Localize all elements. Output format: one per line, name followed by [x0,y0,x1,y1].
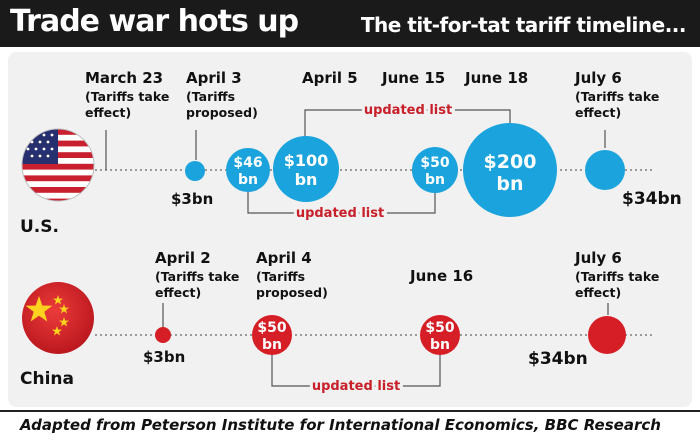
us-bubble-46bn [226,148,270,192]
us-date-label: June 15 [381,69,445,87]
header-bar: Trade war hots up The tit-for-tat tariff… [0,0,700,47]
us-update-connector-top [304,109,511,137]
china-amount-label: $3bn [143,348,185,366]
us-updated-list-label-top: updated list [364,103,452,118]
us-date-label: April 3 [186,69,242,87]
us-amount-label: $46 [233,155,262,171]
china-event-note: effect) [155,285,201,300]
china-date-label: June 16 [409,267,473,285]
us-event-note: (Tariffs [186,89,235,104]
us-event-note: effect) [85,105,131,120]
china-bubble-50bn-april [252,315,292,355]
us-bubble-100bn [273,136,339,202]
china-updated-list-label: updated list [312,379,400,394]
us-event-ticks [105,130,606,170]
us-amount-label: bn [238,172,258,188]
china-event-note: effect) [575,285,621,300]
us-event-note: effect) [575,105,621,120]
us-event-note: (Tariffs take [85,89,169,104]
us-tariff-bubbles [185,123,625,217]
china-bubble-50bn-june [420,315,460,355]
china-amount-label: $34bn [528,349,588,369]
us-flag-icon [21,128,95,202]
us-bubble-34bn [585,150,625,190]
tariff-timeline-diagram: U.S. China updated list updated list upd… [20,69,682,394]
us-updated-list-label-bottom: updated list [296,206,384,221]
china-event-note: (Tariffs [256,269,305,284]
china-event-note: proposed) [256,285,328,300]
china-tariff-bubbles [155,315,626,355]
us-update-connector-bottom [247,187,436,214]
us-amount-label: bn [496,173,523,195]
us-event-note: (Tariffs take [575,89,659,104]
china-bubble-3bn [155,327,171,343]
us-amount-label: $200 [484,151,537,173]
china-amount-label: bn [262,337,282,353]
us-date-label: June 18 [464,69,528,87]
china-date-label: April 2 [155,249,211,267]
china-update-connector [271,354,441,387]
timeline-panel [8,52,692,407]
us-date-label: April 5 [302,69,358,87]
china-event-ticks [162,303,609,327]
us-bubble-200bn [463,123,557,217]
us-updated-connectors [247,109,511,214]
us-date-label: March 23 [85,69,163,87]
page-subtitle: The tit-for-tat tariff timeline... [360,13,687,37]
us-country-label: U.S. [20,217,59,237]
china-bubble-34bn [588,316,626,354]
us-event-note: proposed) [186,105,258,120]
china-amount-label: $50 [257,320,286,336]
us-bubble-3bn [185,161,205,181]
china-event-note: (Tariffs take [155,269,239,284]
us-amount-label: $34bn [622,189,682,209]
china-country-label: China [20,369,74,389]
us-amount-label: $50 [420,155,449,171]
page-title: Trade war hots up [10,4,299,39]
china-event-note: (Tariffs take [575,269,659,284]
china-amount-label: bn [430,337,450,353]
china-date-label: April 4 [256,249,312,267]
us-date-label: July 6 [574,69,622,87]
us-amount-label: $100 [284,151,329,170]
us-amount-label: $3bn [171,190,213,208]
source-credit: Adapted from Peterson Institute for Inte… [20,416,661,434]
china-date-label: July 6 [574,249,622,267]
us-amount-label: bn [295,170,318,189]
china-amount-label: $50 [425,320,454,336]
us-amount-label: bn [425,172,445,188]
footer: Adapted from Peterson Institute for Inte… [0,410,700,442]
china-flag-icon [22,282,94,354]
us-bubble-50bn [412,147,458,193]
